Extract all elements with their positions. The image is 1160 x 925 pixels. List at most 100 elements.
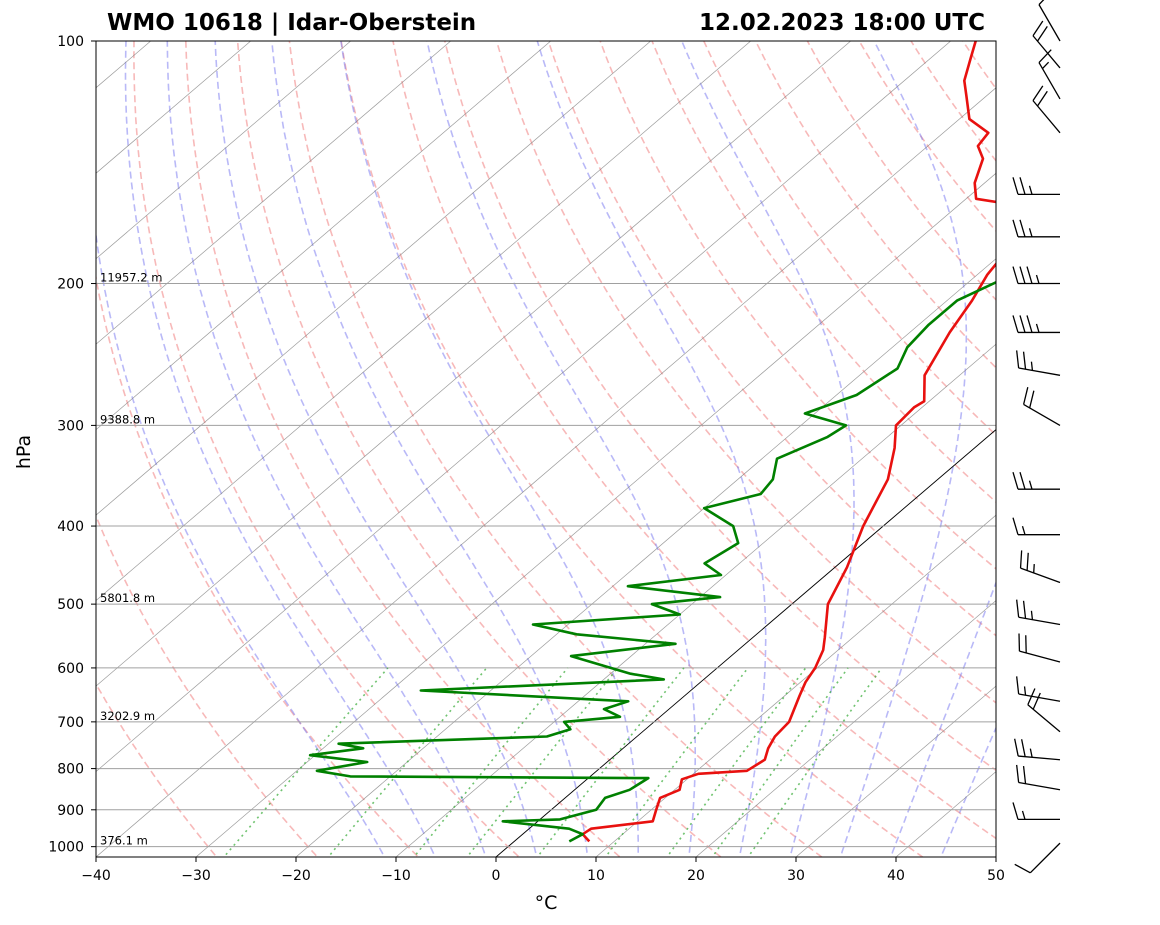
plot-frame xyxy=(95,40,997,858)
y-axis-label: hPa xyxy=(13,435,35,469)
moist-adiabat xyxy=(271,41,589,857)
y-tick-label: 500 xyxy=(57,597,84,613)
mixing-ratio-line xyxy=(222,667,389,857)
moist-adiabat xyxy=(681,41,855,857)
x-axis-label: °C xyxy=(535,892,558,914)
x-axis: −40 −30 −20 −10 0 10 20 30 40 50 xyxy=(81,857,1005,884)
isotherm xyxy=(96,41,451,345)
chart-title-datetime: 12.02.2023 18:00 UTC xyxy=(699,10,985,36)
wind-barb xyxy=(1016,599,1061,626)
isotherm xyxy=(495,429,996,857)
moist-adiabat xyxy=(166,41,487,857)
wind-barb xyxy=(1022,387,1061,426)
wind-barb xyxy=(1019,550,1061,584)
dry-adiabat xyxy=(444,41,996,772)
isotherm xyxy=(96,41,351,260)
dry-adiabat xyxy=(806,41,996,302)
isotherm xyxy=(795,685,996,857)
y-tick-label: 800 xyxy=(57,762,84,778)
dry-adiabat xyxy=(547,41,996,637)
isotherm xyxy=(195,172,996,857)
isotherm xyxy=(995,856,996,857)
isotherm xyxy=(96,87,996,857)
wind-barb xyxy=(1016,676,1061,702)
dry-adiabat xyxy=(1015,41,1160,864)
dry-adiabat xyxy=(962,41,996,90)
isotherm xyxy=(96,41,651,516)
moist-adiabat xyxy=(340,41,639,857)
moist-adiabat xyxy=(214,41,538,857)
wind-barb xyxy=(1012,315,1060,334)
y-tick-label: 400 xyxy=(57,519,84,535)
mixing-ratio-line xyxy=(412,667,569,857)
mixing-ratio-line xyxy=(666,667,807,857)
dry-adiabat xyxy=(599,41,996,570)
x-tick-label: 10 xyxy=(587,868,605,884)
isotherm xyxy=(96,41,951,772)
wind-barb xyxy=(1018,633,1061,663)
dry-adiabat xyxy=(1118,41,1160,864)
x-tick-label: 20 xyxy=(687,868,705,884)
wind-barb xyxy=(1012,266,1060,285)
wind-barb xyxy=(1014,842,1061,874)
dry-adiabat xyxy=(133,41,521,857)
dry-adiabat xyxy=(96,273,420,857)
chart-title-station: WMO 10618 | Idar-Oberstein xyxy=(107,10,476,36)
x-tick-label: −10 xyxy=(381,868,411,884)
y-tick-label: 900 xyxy=(57,803,84,819)
y-tick-label: 300 xyxy=(57,418,84,434)
wind-barb xyxy=(1014,738,1061,761)
dewpoint-profile xyxy=(308,280,996,843)
dry-adiabat xyxy=(495,41,996,704)
x-tick-label: −40 xyxy=(81,868,111,884)
wind-barb xyxy=(1038,49,1061,100)
wind-barb xyxy=(1012,219,1060,238)
background-grid xyxy=(96,41,1160,864)
y-tick-label: 200 xyxy=(57,277,84,293)
wind-barb xyxy=(1012,472,1060,490)
wind-barb xyxy=(1027,688,1061,733)
height-labels: 376.1 m 3202.9 m 5801.8 m 9388.8 m 11957.2 m xyxy=(100,271,162,848)
wind-barb xyxy=(1032,85,1061,134)
y-tick-label: 600 xyxy=(57,661,84,677)
y-axis: 1000 900 800 700 600 500 400 300 200 100 xyxy=(48,34,96,856)
wind-barbs xyxy=(1012,0,1061,874)
isotherm xyxy=(96,41,751,602)
isotherm xyxy=(895,771,996,857)
x-tick-label: 50 xyxy=(987,868,1005,884)
x-tick-label: −30 xyxy=(181,868,211,884)
moist-adiabat xyxy=(426,41,696,857)
wind-barb xyxy=(1012,177,1060,195)
height-label: 11957.2 m xyxy=(100,271,162,285)
y-tick-label: 100 xyxy=(57,34,84,50)
y-tick-label: 1000 xyxy=(48,840,84,856)
wind-barb xyxy=(1012,802,1060,821)
moist-adiabat xyxy=(889,580,996,857)
height-label: 5801.8 m xyxy=(100,591,155,605)
wind-barb xyxy=(1012,517,1060,536)
height-label: 3202.9 m xyxy=(100,709,155,723)
isotherm xyxy=(96,41,851,687)
dry-adiabat xyxy=(1066,41,1160,864)
dry-adiabat xyxy=(910,41,996,162)
dry-adiabat xyxy=(96,513,319,857)
height-label: 9388.8 m xyxy=(100,412,155,426)
isotherm xyxy=(695,600,996,857)
mixing-ratio-line xyxy=(711,667,849,857)
dry-adiabat xyxy=(185,41,622,857)
wind-barb xyxy=(1038,0,1061,42)
height-label: 376.1 m xyxy=(100,834,148,848)
mixing-ratio-line xyxy=(747,667,883,857)
x-tick-label: 30 xyxy=(787,868,805,884)
isotherm xyxy=(96,41,551,431)
dry-adiabat xyxy=(858,41,996,233)
isotherm xyxy=(395,343,996,857)
dry-adiabat xyxy=(754,41,996,369)
dry-adiabat xyxy=(340,41,924,857)
wind-barb xyxy=(1016,764,1061,791)
moist-adiabat xyxy=(940,725,996,857)
x-tick-label: 40 xyxy=(887,868,905,884)
dry-adiabat xyxy=(236,41,723,857)
dry-adiabat xyxy=(392,41,996,840)
